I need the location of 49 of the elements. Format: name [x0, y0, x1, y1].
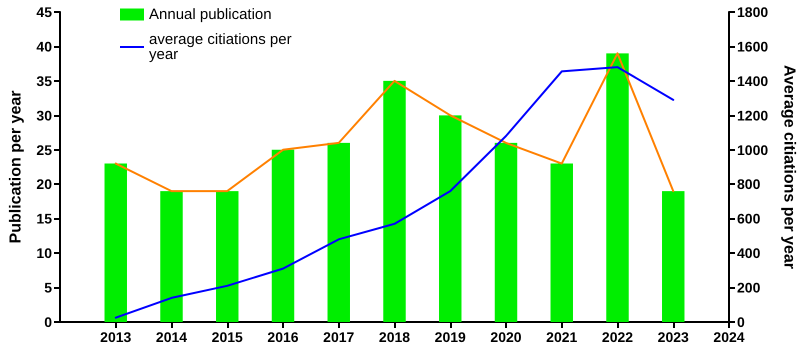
y-tick-label: 5 — [44, 280, 52, 296]
line-series — [114, 52, 674, 192]
y-tick-label: 20 — [36, 176, 52, 192]
bar — [104, 164, 127, 322]
x-tick-label: 2016 — [267, 329, 299, 345]
y-tick-label: 10 — [36, 245, 52, 262]
y-tick-label: 40 — [36, 38, 52, 54]
y-tick-label: 0 — [44, 314, 52, 330]
y2-tick-label: 800 — [737, 176, 761, 192]
bar — [606, 53, 629, 322]
bar — [216, 191, 238, 322]
x-tick-label: 2015 — [212, 329, 244, 345]
x-tick-label: 2014 — [156, 329, 188, 345]
y2-tick-label: 200 — [737, 280, 761, 296]
y-axis-title: Publication per year — [8, 90, 24, 244]
y2-tick-label: 1600 — [737, 38, 768, 54]
x-tick-label: 2022 — [602, 329, 634, 345]
x-tick-label: 2024 — [713, 329, 745, 345]
x-tick-label: 2018 — [378, 329, 410, 345]
y2-tick-label: 1200 — [737, 107, 768, 124]
y2-tick-label: 0 — [737, 314, 745, 330]
bar — [494, 142, 518, 322]
legend-label: average citiations per year — [149, 31, 296, 63]
line-series — [114, 66, 674, 319]
bar — [328, 142, 350, 322]
y2-axis-title: Average citiations per year — [780, 65, 798, 269]
y-tick-label: 35 — [36, 72, 52, 89]
y-tick-label: 15 — [36, 210, 52, 227]
y-tick-label: 25 — [36, 142, 52, 158]
x-tick-label: 2021 — [546, 329, 578, 345]
bar — [160, 191, 183, 322]
y2-tick-label: 400 — [737, 245, 761, 262]
bar — [272, 150, 294, 322]
bar — [439, 115, 462, 322]
x-tick-label: 2013 — [100, 329, 132, 345]
y2-tick-label: 1800 — [737, 4, 768, 20]
x-tick-label: 2020 — [490, 329, 522, 345]
legend-label: Annual publication — [149, 6, 272, 23]
x-tick-label: 2017 — [323, 329, 355, 345]
y2-tick-label: 600 — [737, 210, 761, 227]
y2-tick-label: 1400 — [737, 72, 768, 89]
y2-tick-label: 1000 — [737, 142, 768, 158]
bar — [662, 191, 684, 322]
y-tick-label: 45 — [36, 4, 52, 20]
bar — [550, 164, 573, 322]
x-tick-label: 2023 — [658, 329, 690, 345]
x-tick-label: 2019 — [434, 329, 466, 345]
bar — [383, 80, 406, 322]
y-tick-label: 30 — [36, 107, 52, 124]
